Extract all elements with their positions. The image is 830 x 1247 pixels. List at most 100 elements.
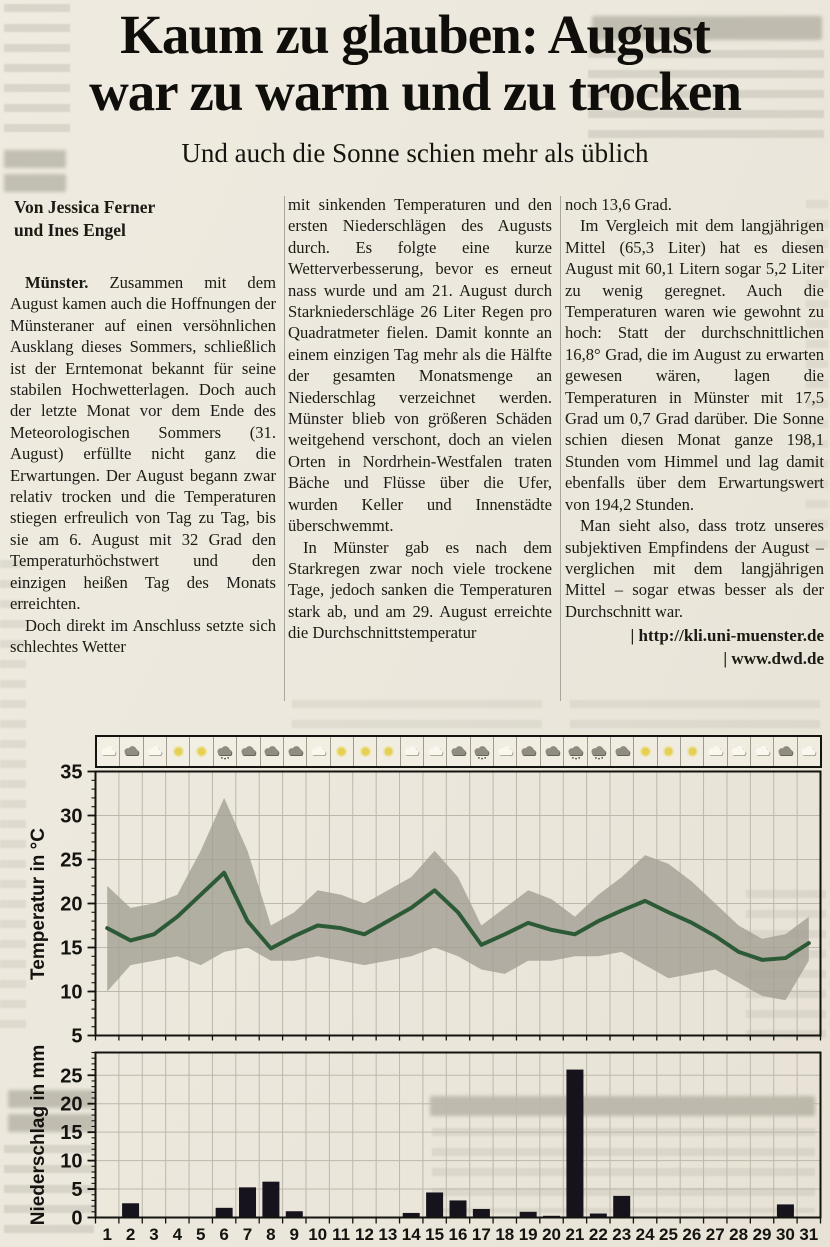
- sun-icon: [658, 737, 681, 766]
- cloud-icon: [424, 737, 448, 766]
- rain-icon: [564, 737, 588, 766]
- dark-cloud-icon: [447, 737, 471, 766]
- svg-text:2: 2: [126, 1225, 135, 1244]
- rain-icon: [471, 737, 495, 766]
- precipitation-bar: [543, 1215, 561, 1218]
- svg-text:16: 16: [449, 1225, 468, 1244]
- svg-text:13: 13: [378, 1225, 397, 1244]
- dark-cloud-icon: [120, 737, 144, 766]
- svg-text:4: 4: [173, 1225, 183, 1244]
- paragraph: mit sinkenden Temperaturen und den erste…: [288, 195, 552, 536]
- sun-icon: [377, 737, 401, 766]
- bleed-through-text: [570, 700, 820, 734]
- svg-text:9: 9: [290, 1225, 299, 1244]
- svg-text:31: 31: [799, 1225, 818, 1244]
- sun-icon: [331, 737, 354, 766]
- headline-line-1: Kaum zu glauben: August: [120, 4, 711, 65]
- precipitation-bar: [122, 1203, 140, 1218]
- svg-text:26: 26: [682, 1225, 701, 1244]
- x-axis-ticks: [94, 1217, 822, 1224]
- bleed-through-text: [4, 4, 70, 144]
- subheadline: Und auch die Sonne schien mehr als üblic…: [181, 138, 649, 168]
- temperature-range-band: [107, 797, 809, 1001]
- cloud-icon: [401, 737, 425, 766]
- daily-weather-icon-strip: [95, 735, 822, 768]
- cloud-icon: [494, 737, 518, 766]
- paragraph: In Münster gab es nach dem Starkregen zw…: [288, 537, 552, 643]
- cloud-icon: [97, 737, 121, 766]
- bleed-through-text: [4, 1145, 94, 1240]
- svg-text:7: 7: [243, 1225, 252, 1244]
- svg-text:27: 27: [706, 1225, 725, 1244]
- svg-text:25: 25: [659, 1225, 678, 1244]
- svg-text:25: 25: [60, 1065, 82, 1087]
- precipitation-bar: [589, 1213, 607, 1218]
- article-column-2: mit sinkenden Temperaturen und den erste…: [288, 194, 552, 708]
- source-link-dwd: | www.dwd.de: [723, 649, 824, 669]
- precipitation-bar: [215, 1207, 233, 1218]
- svg-text:18: 18: [495, 1225, 514, 1244]
- article-header: Kaum zu glauben: August war zu warm und …: [0, 6, 830, 169]
- svg-text:23: 23: [612, 1225, 631, 1244]
- svg-text:25: 25: [60, 850, 82, 872]
- sun-icon: [190, 737, 214, 766]
- bleed-through-text: [0, 560, 26, 1030]
- svg-text:5: 5: [196, 1225, 205, 1244]
- rain-icon: [588, 737, 611, 766]
- svg-text:5: 5: [71, 1026, 82, 1048]
- dark-cloud-icon: [541, 737, 565, 766]
- svg-text:8: 8: [266, 1225, 275, 1244]
- paragraph: noch 13,6 Grad.: [565, 195, 672, 214]
- svg-text:10: 10: [308, 1225, 327, 1244]
- bleed-through-text: [806, 200, 828, 560]
- cloud-icon: [798, 737, 820, 766]
- bleed-through-text: [746, 890, 826, 1040]
- bleed-through-text: [292, 700, 542, 734]
- svg-text:29: 29: [753, 1225, 772, 1244]
- bleed-through-text: [432, 1128, 815, 1213]
- svg-text:21: 21: [565, 1225, 584, 1244]
- sun-icon: [167, 737, 191, 766]
- svg-text:15: 15: [425, 1225, 444, 1244]
- byline-line-1: Von Jessica Ferner: [14, 197, 156, 217]
- svg-text:22: 22: [589, 1225, 608, 1244]
- source-links: | http://kli.uni-muenster.de | www.dwd.d…: [565, 624, 824, 670]
- svg-text:20: 20: [542, 1225, 561, 1244]
- svg-text:30: 30: [776, 1225, 795, 1244]
- column-divider: [560, 196, 561, 701]
- svg-text:3: 3: [149, 1225, 158, 1244]
- cloud-icon: [704, 737, 728, 766]
- dark-cloud-icon: [237, 737, 261, 766]
- precipitation-bar: [402, 1212, 420, 1218]
- byline: Von Jessica Ferner und Ines Engel: [14, 196, 276, 242]
- day-labels: 1 2 3 4 5 6 7 8 9 10 11 12 13 14 15 16 17 18 19 20 21 22 23 24 2…: [102, 1225, 818, 1244]
- svg-text:19: 19: [519, 1225, 538, 1244]
- rain-icon: [214, 737, 238, 766]
- dark-cloud-icon: [611, 737, 635, 766]
- dark-cloud-icon: [261, 737, 284, 766]
- cloud-icon: [751, 737, 775, 766]
- column-divider: [284, 196, 285, 701]
- paragraph: Doch direkt im Anschluss setzte sich sch…: [10, 615, 276, 656]
- svg-text:20: 20: [60, 894, 82, 916]
- svg-text:6: 6: [219, 1225, 228, 1244]
- temperature-mean-line: [105, 870, 811, 962]
- cloud-icon: [144, 737, 168, 766]
- paragraph: Man sieht also, dass trotz unseres subje…: [565, 516, 824, 621]
- svg-text:24: 24: [636, 1225, 655, 1244]
- dark-cloud-icon: [774, 737, 798, 766]
- svg-text:12: 12: [355, 1225, 374, 1244]
- precipitation-bar: [239, 1187, 257, 1218]
- byline-line-2: und Ines Engel: [14, 220, 126, 240]
- bleed-through-headline: [8, 1114, 94, 1132]
- headline-line-2: war zu warm und zu trocken: [89, 61, 742, 122]
- sun-icon: [634, 737, 658, 766]
- bleed-through-headline: [4, 174, 66, 192]
- svg-text:1: 1: [102, 1225, 111, 1244]
- gridlines: [95, 771, 821, 1036]
- bleed-through-headline: [592, 16, 822, 40]
- paragraph: Im Vergleich mit dem langjährigen Mittel…: [565, 216, 824, 514]
- article-column-3: noch 13,6 Grad. Im Vergleich mit dem lan…: [565, 194, 824, 708]
- y-axis: 5 10 15 20 25 30 35: [60, 762, 96, 1048]
